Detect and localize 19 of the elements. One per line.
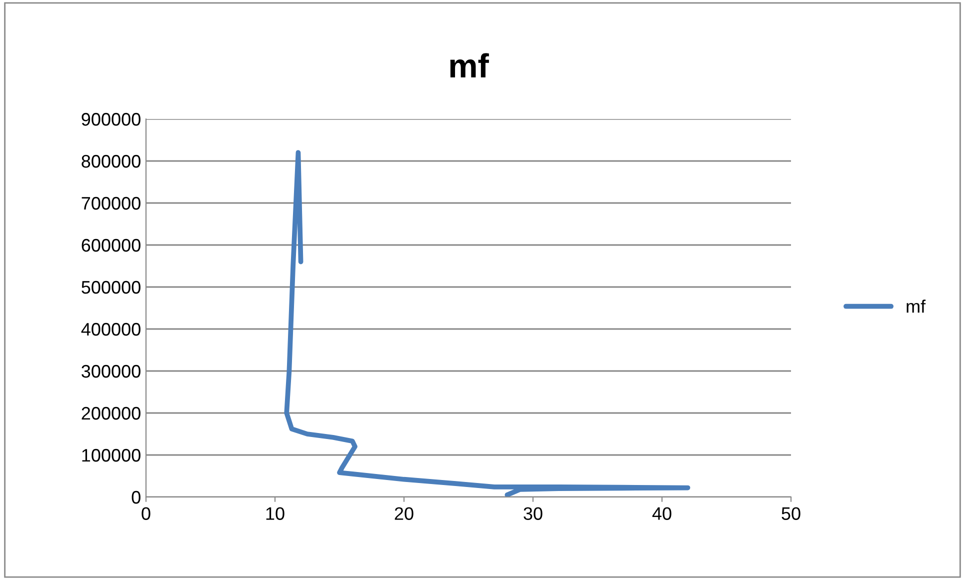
line-series bbox=[284, 150, 690, 497]
x-tick-label: 40 bbox=[652, 507, 672, 520]
x-tick-label: 50 bbox=[782, 507, 800, 520]
x-tick-label: 20 bbox=[394, 507, 414, 520]
y-tick-label: 400000 bbox=[81, 322, 140, 336]
x-tick-label: 30 bbox=[524, 507, 542, 520]
y-tick-label: 700000 bbox=[82, 196, 140, 210]
x-tick-label: 10 bbox=[266, 507, 284, 520]
legend-label: mf bbox=[906, 300, 926, 313]
y-tick-label: 200000 bbox=[82, 406, 140, 420]
y-tick-label: 800000 bbox=[82, 154, 140, 168]
x-tick-label: 0 bbox=[142, 507, 150, 520]
y-tick-label: 100000 bbox=[82, 448, 140, 462]
y-tick-label: 600000 bbox=[82, 238, 140, 252]
y-tick-label: 300000 bbox=[82, 364, 140, 378]
chart-title: mf bbox=[450, 53, 489, 78]
y-tick-label: 0 bbox=[132, 490, 140, 504]
y-tick-label: 900000 bbox=[82, 112, 140, 126]
y-tick-label: 500000 bbox=[82, 280, 140, 294]
